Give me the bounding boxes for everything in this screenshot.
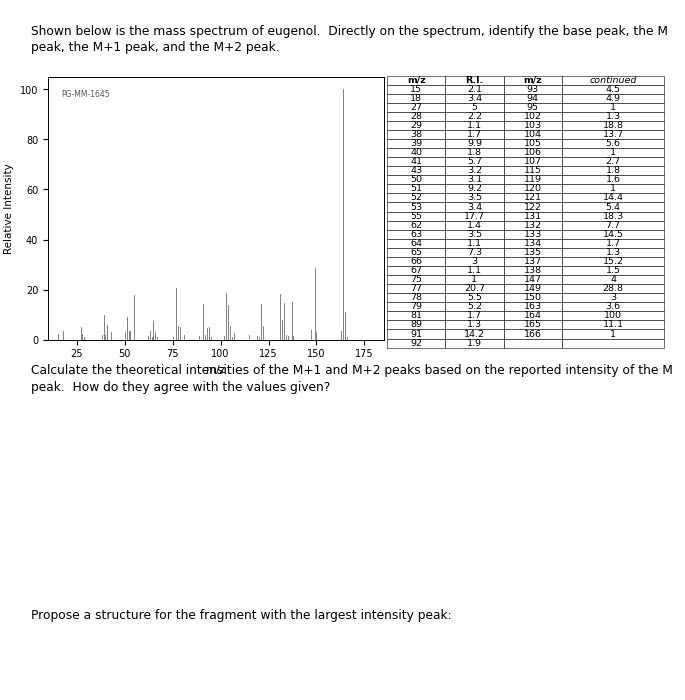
Text: Shown below is the mass spectrum of eugenol.  Directly on the spectrum, identify: Shown below is the mass spectrum of euge… — [31, 25, 668, 55]
Text: PG-MM-1645: PG-MM-1645 — [62, 90, 110, 99]
Y-axis label: Relative Intensity: Relative Intensity — [4, 163, 14, 253]
Text: Propose a structure for the fragment with the largest intensity peak:: Propose a structure for the fragment wit… — [31, 609, 451, 622]
Text: Calculate the theoretical intensities of the M+1 and M+2 peaks based on the repo: Calculate the theoretical intensities of… — [31, 364, 673, 394]
X-axis label: m/z: m/z — [206, 365, 225, 374]
